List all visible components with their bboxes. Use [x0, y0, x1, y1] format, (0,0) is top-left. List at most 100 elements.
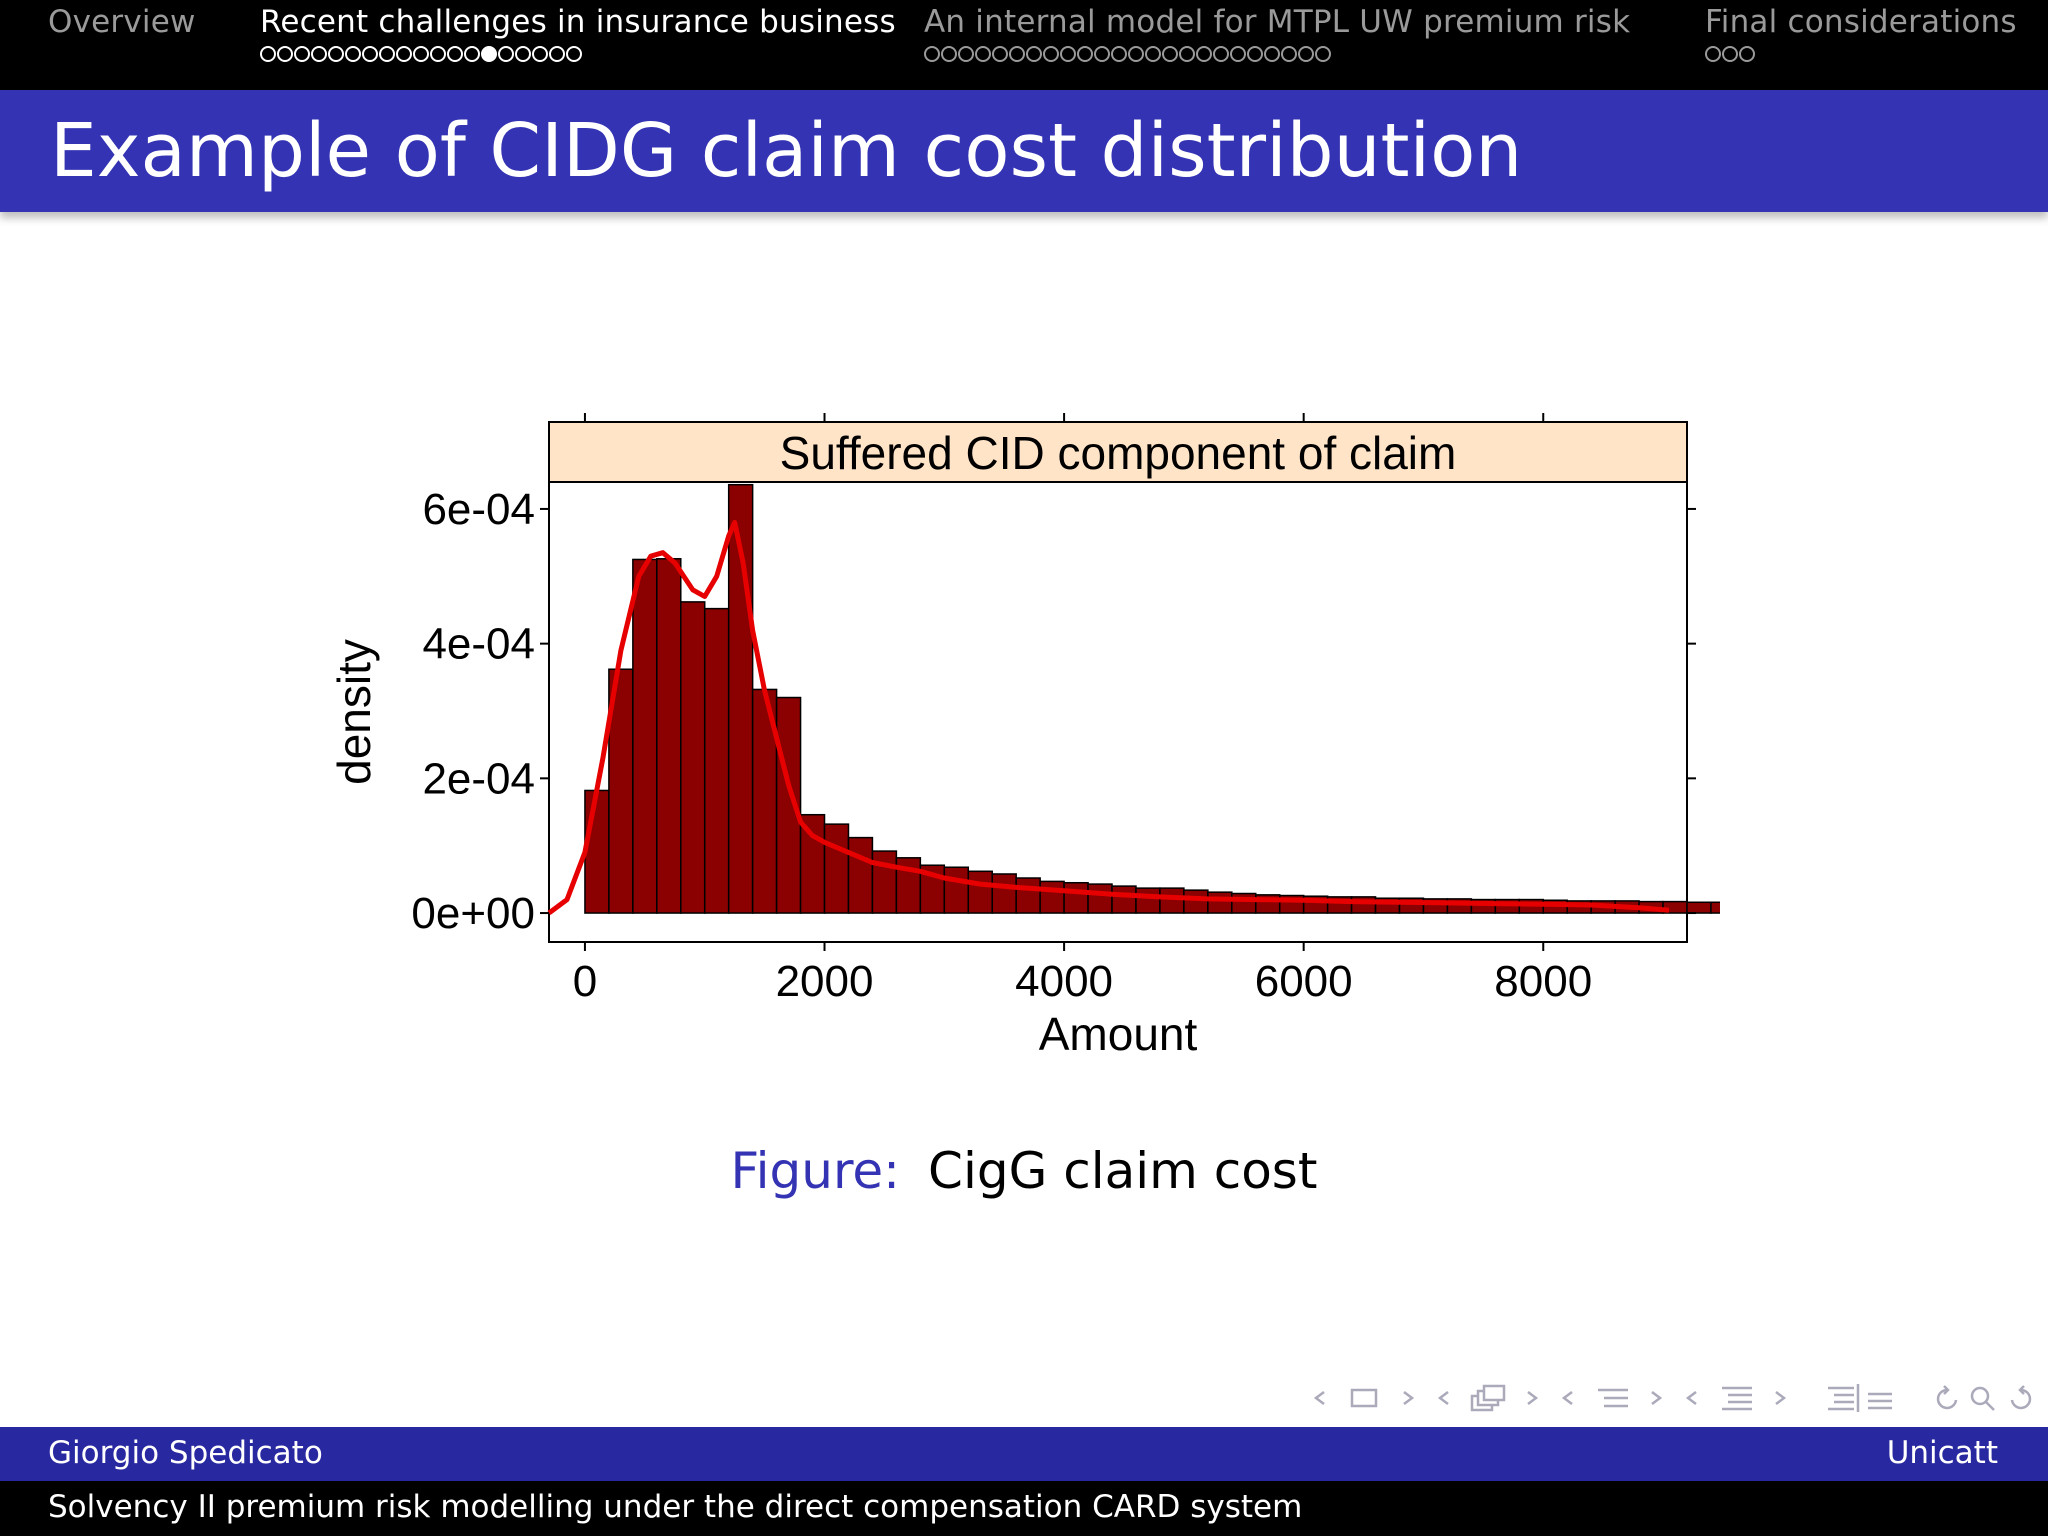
nav-dot[interactable] — [1315, 46, 1331, 62]
nav-section-final-considerations[interactable]: Final considerations — [1705, 4, 2017, 62]
beamer-navigation-symbols — [1310, 1378, 2040, 1418]
nav-dot[interactable] — [1196, 46, 1212, 62]
nav-dot[interactable] — [549, 46, 565, 62]
nav-dot[interactable] — [1162, 46, 1178, 62]
x-tick-label: 8000 — [1494, 957, 1592, 1006]
nav-dot[interactable] — [924, 46, 940, 62]
nav-dots — [1705, 46, 2017, 62]
nav-dot[interactable] — [1128, 46, 1144, 62]
histogram-bar — [1159, 887, 1185, 914]
histogram-bar — [680, 601, 706, 914]
x-tick-label: 4000 — [1015, 957, 1113, 1006]
nav-dot[interactable] — [1179, 46, 1195, 62]
search-zoom-icon[interactable] — [1930, 1380, 2040, 1416]
histogram-bar — [823, 823, 850, 914]
nav-dot[interactable] — [1077, 46, 1093, 62]
nav-dot[interactable] — [1298, 46, 1314, 62]
caption-label: Figure: — [730, 1142, 901, 1200]
nav-dot[interactable] — [566, 46, 582, 62]
nav-dot[interactable] — [1026, 46, 1042, 62]
nav-dot[interactable] — [515, 46, 531, 62]
nav-dot[interactable] — [958, 46, 974, 62]
nav-section-title[interactable]: Recent challenges in insurance business — [260, 4, 896, 40]
histogram-bar — [871, 850, 898, 914]
nav-dot[interactable] — [975, 46, 991, 62]
nav-dot[interactable] — [1705, 46, 1721, 62]
histogram-bar — [584, 789, 610, 914]
histogram-bar — [632, 558, 658, 914]
histogram-bar — [1015, 877, 1041, 914]
histogram-bar — [991, 873, 1017, 914]
nav-dot[interactable] — [1043, 46, 1059, 62]
histogram-bar — [1686, 901, 1712, 914]
nav-dot[interactable] — [1060, 46, 1076, 62]
nav-dot[interactable] — [362, 46, 378, 62]
histogram-bar — [703, 607, 730, 914]
nav-dot[interactable] — [260, 46, 276, 62]
histogram-bar — [1039, 880, 1065, 914]
footer-author: Giorgio Spedicato — [48, 1435, 323, 1471]
caption-text: CigG claim cost — [928, 1142, 1318, 1200]
histogram-bar — [1135, 887, 1161, 914]
histogram-bar — [1063, 881, 1089, 914]
histogram-bar — [967, 870, 993, 914]
nav-dot[interactable] — [1009, 46, 1025, 62]
nav-dot[interactable] — [941, 46, 957, 62]
nav-dot[interactable] — [1281, 46, 1297, 62]
nav-dot[interactable] — [464, 46, 480, 62]
strip-title: Suffered CID component of claim — [780, 427, 1457, 479]
nav-dot[interactable] — [413, 46, 429, 62]
nav-dot[interactable] — [1230, 46, 1246, 62]
figure-caption: Figure: CigG claim cost — [0, 1142, 2048, 1200]
nav-dot[interactable] — [1094, 46, 1110, 62]
nav-section-title[interactable]: An internal model for MTPL UW premium ri… — [924, 4, 1631, 40]
histogram-bar — [1231, 892, 1257, 914]
histogram-bar — [1710, 901, 1720, 914]
frame-nav-icon[interactable] — [1310, 1380, 1420, 1416]
nav-dot[interactable] — [1145, 46, 1161, 62]
footer-talk-title: Solvency II premium risk modelling under… — [48, 1489, 1303, 1525]
x-axis-label: Amount — [1039, 1008, 1198, 1060]
nav-dot-current[interactable] — [481, 46, 497, 62]
nav-dot[interactable] — [277, 46, 293, 62]
x-tick-label: 6000 — [1255, 957, 1353, 1006]
claim-cost-histogram: Suffered CID component of claim 0e+00 2e-… — [328, 413, 1720, 1060]
slide-title: Example of CIDG claim cost distribution — [50, 108, 1523, 194]
nav-dot[interactable] — [396, 46, 412, 62]
title-bar: Example of CIDG claim cost distribution — [0, 90, 2048, 212]
nav-section-internal-model[interactable]: An internal model for MTPL UW premium ri… — [924, 4, 1630, 62]
nav-section-title[interactable]: Final considerations — [1705, 4, 2017, 40]
section-nav-icon[interactable] — [1558, 1380, 1668, 1416]
nav-section-overview[interactable]: Overview — [48, 4, 196, 46]
nav-section-recent-challenges[interactable]: Recent challenges in insurance business — [260, 4, 896, 62]
y-tick-label: 6e-04 — [422, 485, 535, 534]
nav-dot[interactable] — [345, 46, 361, 62]
nav-dot[interactable] — [379, 46, 395, 62]
nav-dot[interactable] — [311, 46, 327, 62]
nav-section-title[interactable]: Overview — [48, 4, 196, 40]
nav-dot[interactable] — [1739, 46, 1755, 62]
nav-dot[interactable] — [430, 46, 446, 62]
nav-dot[interactable] — [532, 46, 548, 62]
nav-dot[interactable] — [498, 46, 514, 62]
nav-dot[interactable] — [1247, 46, 1263, 62]
presentation-nav-icon[interactable] — [1682, 1380, 1792, 1416]
nav-dot[interactable] — [1213, 46, 1229, 62]
nav-dot[interactable] — [1111, 46, 1127, 62]
appendix-nav-icon[interactable] — [1806, 1380, 1916, 1416]
subsection-nav-icon[interactable] — [1434, 1380, 1544, 1416]
top-navigation-bar: Overview Recent challenges in insurance … — [0, 0, 2048, 90]
histogram-bar — [943, 866, 970, 914]
nav-dots — [260, 46, 896, 62]
nav-dot[interactable] — [447, 46, 463, 62]
nav-dot[interactable] — [992, 46, 1008, 62]
nav-dot[interactable] — [328, 46, 344, 62]
y-axis-label: density — [328, 639, 380, 785]
nav-dot[interactable] — [1264, 46, 1280, 62]
nav-dot[interactable] — [1722, 46, 1738, 62]
strip-header — [548, 421, 1688, 483]
x-tick-label: 2000 — [776, 957, 874, 1006]
nav-dot[interactable] — [294, 46, 310, 62]
histogram-bar — [847, 836, 874, 914]
y-tick-label: 2e-04 — [422, 754, 535, 803]
